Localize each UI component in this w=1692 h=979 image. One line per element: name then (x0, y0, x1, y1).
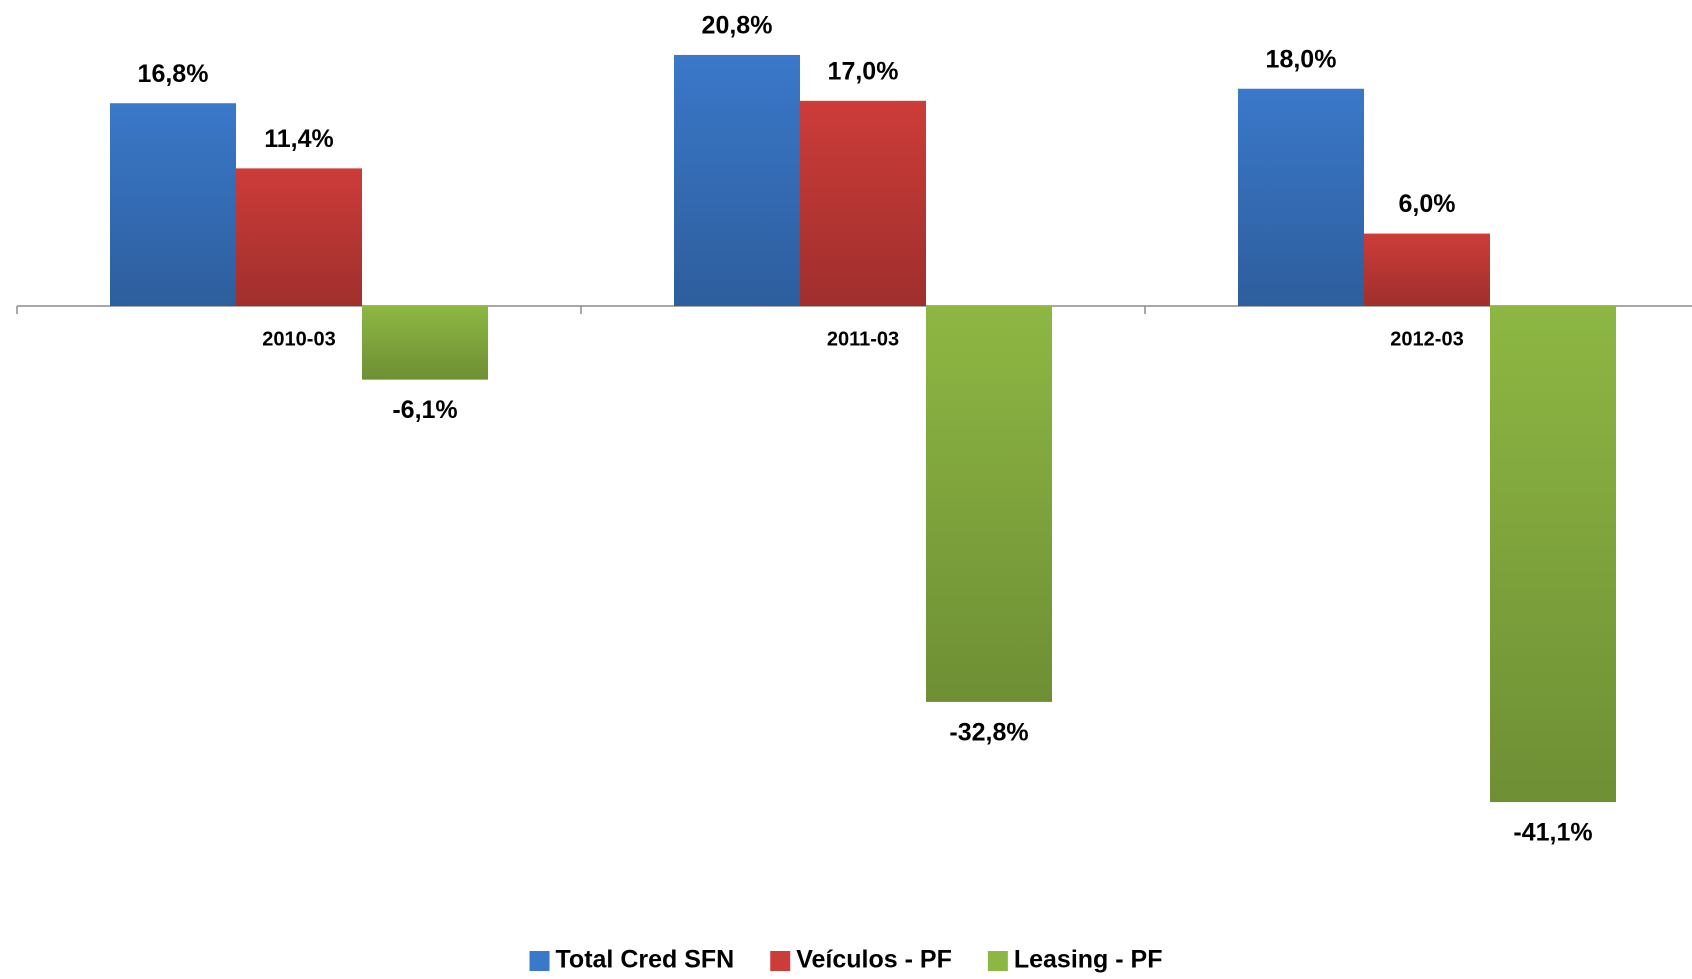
x-tick-label: 2010-03 (262, 328, 335, 350)
data-label: 17,0% (828, 57, 899, 85)
legend-item: Leasing - PF (987, 946, 1163, 974)
data-label: -32,8% (949, 719, 1028, 747)
legend-label: Veículos - PF (796, 946, 952, 974)
data-label: 6,0% (1399, 190, 1456, 218)
x-tick-label: 2012-03 (1390, 328, 1463, 350)
bar (236, 168, 362, 306)
legend-item: Total Cred SFN (529, 946, 735, 974)
data-label: 16,8% (138, 60, 209, 88)
data-label: 18,0% (1266, 45, 1337, 73)
legend-label: Leasing - PF (1014, 946, 1163, 974)
bar (926, 306, 1052, 702)
legend-label: Total Cred SFN (556, 946, 735, 974)
legend-item: Veículos - PF (770, 946, 952, 974)
data-label: -6,1% (392, 396, 457, 424)
data-label: -41,1% (1513, 819, 1592, 847)
legend-swatch (529, 951, 550, 971)
bar (674, 54, 800, 306)
bar (1238, 88, 1364, 307)
legend-swatch (987, 951, 1008, 971)
legend-swatch (770, 951, 791, 971)
bar (800, 100, 926, 306)
x-tick-label: 2011-03 (827, 328, 899, 350)
bar (1490, 306, 1616, 803)
data-label: 20,8% (702, 12, 773, 40)
bar (362, 306, 488, 380)
bar (110, 103, 236, 306)
bar (1364, 233, 1490, 306)
data-label: 11,4% (264, 125, 334, 153)
